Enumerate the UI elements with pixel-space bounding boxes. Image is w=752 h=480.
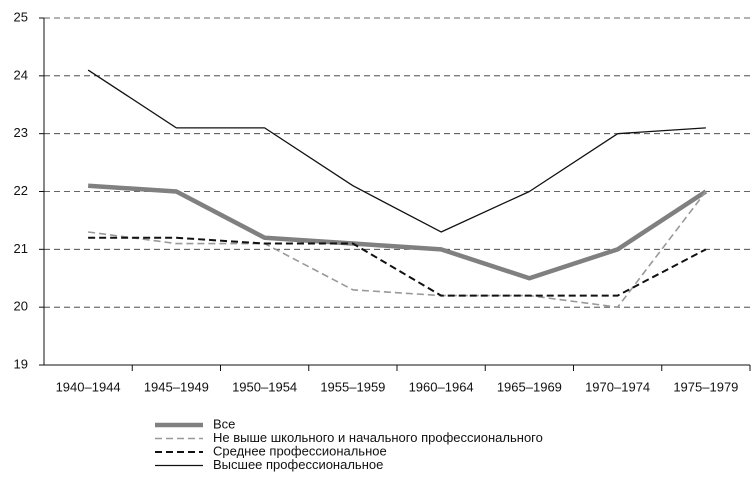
y-tick-label: 20 bbox=[14, 299, 28, 314]
x-tick-label: 1945–1949 bbox=[144, 379, 209, 394]
legend-label: Все bbox=[213, 416, 235, 431]
legend-label: Среднее профессиональное bbox=[213, 443, 387, 458]
x-tick-label: 1955–1959 bbox=[320, 379, 385, 394]
y-tick-label: 25 bbox=[14, 9, 28, 24]
x-tick-label: 1975–1979 bbox=[673, 379, 738, 394]
x-tick-label: 1960–1964 bbox=[409, 379, 474, 394]
y-tick-label: 23 bbox=[14, 125, 28, 140]
y-tick-label: 19 bbox=[14, 356, 28, 371]
legend-label: Не выше школьного и начального профессио… bbox=[213, 430, 543, 445]
series-line bbox=[87, 183, 708, 281]
x-tick-label: 1950–1954 bbox=[232, 379, 297, 394]
x-tick-label: 1970–1974 bbox=[585, 379, 650, 394]
y-tick-label: 21 bbox=[14, 241, 28, 256]
x-tick-label: 1965–1969 bbox=[497, 379, 562, 394]
legend-label: Высшее профессиональное bbox=[213, 457, 383, 472]
y-tick-label: 22 bbox=[14, 183, 28, 198]
series-line bbox=[88, 191, 707, 308]
series-line bbox=[88, 236, 707, 297]
x-tick-label: 1940–1944 bbox=[56, 379, 121, 394]
y-tick-label: 24 bbox=[14, 67, 28, 82]
series-line bbox=[87, 69, 706, 233]
